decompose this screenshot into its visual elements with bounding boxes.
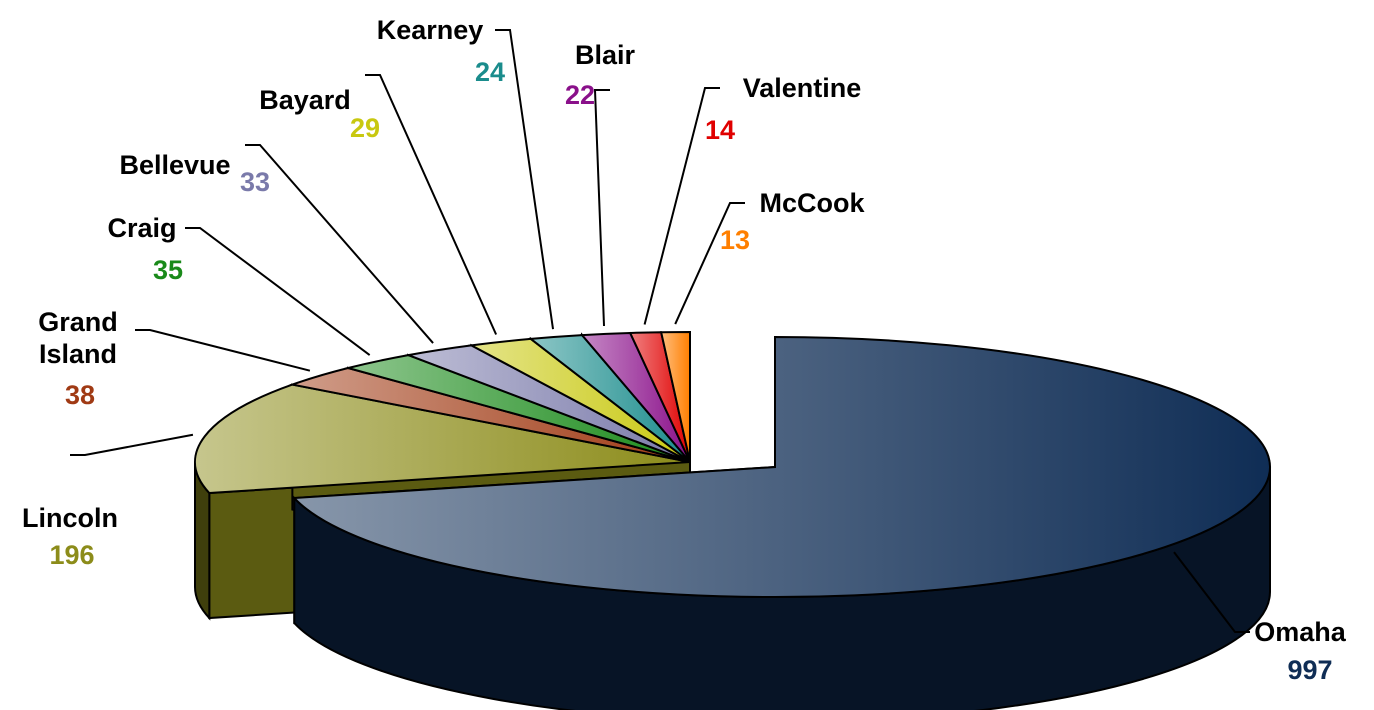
leader-line	[674, 202, 745, 325]
slice	[659, 330, 691, 463]
leader-line	[1173, 551, 1250, 633]
slice	[194, 383, 691, 495]
category-label: Lincoln	[22, 503, 118, 533]
category-label: Bellevue	[119, 150, 231, 180]
value-label: 997	[1287, 655, 1333, 685]
value-label: 24	[474, 57, 506, 87]
category-label: Blair	[574, 40, 636, 70]
slice	[292, 335, 1271, 598]
leader-line	[365, 74, 498, 335]
leader-line	[593, 89, 610, 327]
value-label: 22	[564, 80, 596, 110]
leader-line	[185, 227, 371, 356]
value-label: 29	[349, 113, 381, 143]
value-label: 38	[64, 380, 96, 410]
category-label: Grand Island	[38, 307, 118, 369]
leader-line	[495, 29, 555, 330]
category-label: Bayard	[259, 85, 351, 115]
leader-line	[70, 433, 194, 456]
value-label: 35	[152, 255, 184, 285]
leader-line	[245, 144, 434, 344]
value-label: 196	[49, 540, 95, 570]
value-label: 13	[719, 225, 751, 255]
leader-line	[643, 87, 720, 325]
value-label: 33	[239, 167, 271, 197]
value-label: 14	[704, 115, 736, 145]
category-label: Valentine	[742, 73, 862, 103]
leader-line	[135, 329, 311, 372]
category-label: Kearney	[376, 15, 484, 45]
category-label: Omaha	[1254, 617, 1346, 647]
category-label: Craig	[107, 213, 177, 243]
category-label: McCook	[759, 188, 865, 218]
